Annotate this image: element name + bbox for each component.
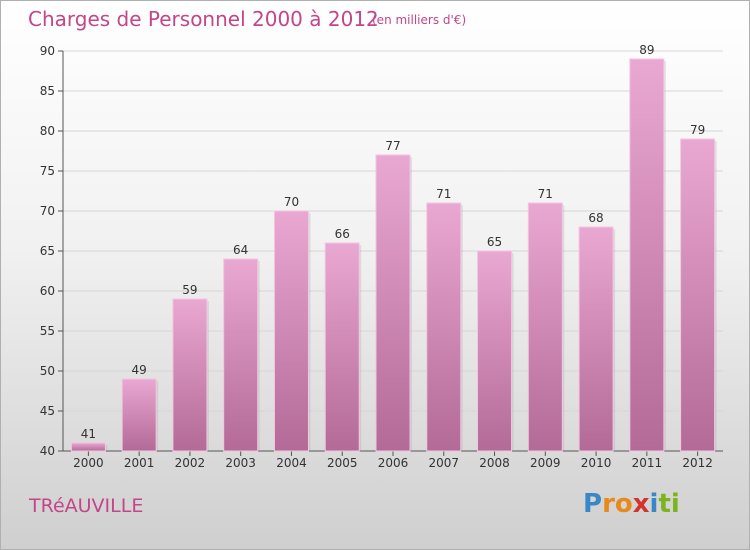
y-tick-label: 55 (40, 324, 55, 338)
data-label: 70 (284, 195, 299, 209)
chart-title: Charges de Personnel 2000 à 2012 (28, 7, 379, 31)
x-tick-label: 2007 (428, 456, 459, 470)
y-tick-label: 75 (40, 164, 55, 178)
x-tick-label: 2011 (632, 456, 663, 470)
y-tick-label: 45 (40, 404, 55, 418)
x-tick-label: 2010 (581, 456, 612, 470)
bar (578, 226, 614, 452)
bar (375, 154, 411, 452)
data-label: 71 (538, 187, 553, 201)
y-tick-label: 50 (40, 364, 55, 378)
x-tick-label: 2000 (73, 456, 104, 470)
x-tick-label: 2009 (530, 456, 561, 470)
x-tick-label: 2003 (225, 456, 256, 470)
chart-subtitle: (en milliers d'€) (372, 13, 467, 27)
x-tick-label: 2006 (378, 456, 409, 470)
x-tick-label: 2005 (327, 456, 358, 470)
data-label: 41 (81, 427, 96, 441)
x-tick-label: 2001 (124, 456, 155, 470)
y-tick-label: 60 (40, 284, 55, 298)
data-label: 65 (487, 235, 502, 249)
y-tick-label: 85 (40, 84, 55, 98)
data-label: 59 (182, 283, 197, 297)
data-label: 68 (588, 211, 603, 225)
bar (680, 138, 716, 452)
bars (70, 58, 717, 452)
bar (324, 242, 360, 452)
y-tick-label: 90 (40, 44, 55, 58)
data-label: 89 (639, 43, 654, 57)
commune-name: TRéAUVILLE (29, 495, 144, 517)
bar (121, 378, 157, 452)
bar (223, 258, 259, 452)
bar (426, 202, 462, 452)
bar (70, 442, 106, 452)
data-label: 49 (132, 363, 147, 377)
data-label: 71 (436, 187, 451, 201)
data-label: 66 (335, 227, 350, 241)
data-label: 79 (690, 123, 705, 137)
bar (477, 250, 513, 452)
y-tick-label: 70 (40, 204, 55, 218)
x-tick-label: 2008 (479, 456, 510, 470)
data-label: 64 (233, 243, 248, 257)
y-tick-label: 40 (40, 444, 55, 458)
data-label: 77 (385, 139, 400, 153)
bar (527, 202, 563, 452)
y-tick-label: 65 (40, 244, 55, 258)
bar (629, 58, 665, 452)
bar (172, 298, 208, 452)
data-labels: 41 49 59 64 70 66 77 71 65 71 68 89 79 (81, 43, 706, 441)
x-tick-label: 2012 (682, 456, 713, 470)
bar (273, 210, 309, 452)
y-tick-label: 80 (40, 124, 55, 138)
x-tick-label: 2004 (276, 456, 307, 470)
proxiti-logo: Proxiti (583, 489, 680, 519)
x-tick-label: 2002 (175, 456, 206, 470)
